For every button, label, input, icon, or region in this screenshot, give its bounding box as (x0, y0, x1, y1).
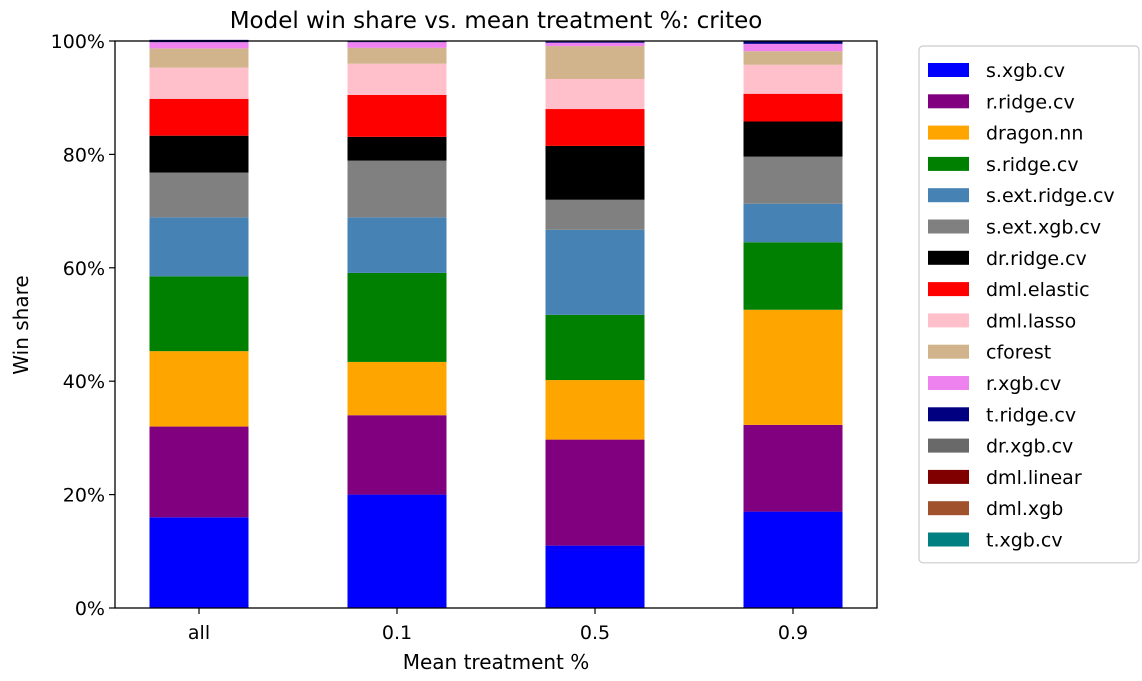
legend-label: cforest (986, 342, 1051, 364)
bar-segment-s-ext-xgb-cv-0-5 (545, 199, 645, 230)
legend-swatch (928, 94, 969, 109)
bar-segment-r-ridge-cv-all (149, 426, 249, 518)
legend-label: s.ext.ridge.cv (986, 185, 1115, 207)
legend-label: dml.xgb (986, 498, 1063, 520)
bar-segment-r-ridge-cv-0-5 (545, 439, 645, 546)
bar-segment-r-xgb-cv-0-1 (347, 42, 447, 48)
bar-segment-dragon-nn-0-1 (347, 361, 447, 416)
bar-segment-s-ext-ridge-cv-0-5 (545, 229, 645, 315)
bar-segment-dml-elastic-all (149, 98, 249, 136)
legend-label: t.ridge.cv (986, 404, 1076, 426)
legend-swatch (928, 188, 969, 203)
x-axis-label: Mean treatment % (403, 650, 590, 674)
bar-segment-r-xgb-cv-0-5 (545, 42, 645, 47)
bar-segment-r-ridge-cv-0-9 (743, 424, 843, 512)
legend-swatch (928, 469, 969, 484)
bar-segment-dml-lasso-all (149, 67, 249, 99)
bar-segment-dr-ridge-cv-all (149, 135, 249, 173)
bar-segment-dragon-nn-0-9 (743, 309, 843, 425)
y-axis-label: Win share (9, 275, 33, 374)
bar-segment-s-ext-ridge-cv-0-9 (743, 203, 843, 243)
bar-segment-s-ext-ridge-cv-all (149, 217, 249, 277)
bar-segment-dml-elastic-0-9 (743, 93, 843, 122)
x-tick-label: all (188, 622, 210, 644)
bar-segment-dml-lasso-0-5 (545, 78, 645, 110)
legend-swatch (928, 63, 969, 77)
y-tick-label: 60% (63, 258, 105, 280)
y-tick-label: 100% (51, 31, 105, 53)
legend-swatch (928, 376, 969, 390)
legend-swatch (928, 282, 969, 297)
legend-label: dr.xgb.cv (986, 436, 1073, 458)
bar-segment-dml-elastic-0-5 (545, 109, 645, 146)
legend-label: s.xgb.cv (986, 60, 1065, 82)
chart-title: Model win share vs. mean treatment %: cr… (230, 8, 763, 34)
bar-segment-s-xgb-cv-0-1 (347, 494, 447, 608)
legend-swatch (928, 532, 969, 547)
legend-label: dr.ridge.cv (986, 248, 1087, 270)
bar-segment-s-ridge-cv-0-1 (347, 272, 447, 362)
legend-swatch (928, 125, 969, 140)
bar-segment-s-ext-xgb-cv-0-9 (743, 156, 843, 204)
legend-swatch (928, 219, 969, 234)
legend-swatch (928, 438, 969, 453)
bars-layer (149, 39, 843, 608)
bar-segment-s-ridge-cv-0-5 (545, 314, 645, 381)
legend-label: dml.elastic (986, 279, 1090, 301)
bar-segment-cforest-0-9 (743, 51, 843, 65)
bar-segment-t-ridge-cv-0-5 (545, 41, 645, 43)
legend-label: dml.linear (986, 467, 1082, 489)
bar-segment-r-xgb-cv-all (149, 42, 249, 49)
bar-segment-r-ridge-cv-0-1 (347, 415, 447, 495)
x-tick-label: 0.1 (382, 622, 412, 644)
y-tick-label: 80% (63, 144, 105, 166)
bar-segment-s-ridge-cv-all (149, 276, 249, 352)
y-tick-label: 40% (63, 371, 105, 393)
x-tick-label: 0.9 (778, 622, 808, 644)
bar-segment-s-ridge-cv-0-9 (743, 242, 843, 310)
x-tick-label: 0.5 (580, 622, 610, 644)
axes-layer: 0% 20% 40% 60% 80% 100% all 0.1 0.5 0.9 (51, 31, 878, 644)
legend-label: s.ridge.cv (986, 154, 1079, 176)
legend-swatch (928, 344, 969, 359)
bar-segment-dr-ridge-cv-0-5 (545, 145, 645, 200)
bar-segment-dml-lasso-0-1 (347, 63, 447, 95)
legend-label: r.ridge.cv (986, 91, 1075, 113)
bar-segment-dml-elastic-0-1 (347, 94, 447, 137)
legend-label: dragon.nn (986, 123, 1083, 145)
legend-swatch (928, 501, 969, 516)
bar-segment-t-ridge-cv-0-1 (347, 41, 447, 43)
y-tick-label: 20% (63, 485, 105, 507)
bar-segment-dr-ridge-cv-0-1 (347, 136, 447, 161)
legend: s.xgb.cv r.ridge.cv dragon.nn s.ridge.cv s.e… (918, 45, 1140, 564)
bar-segment-cforest-0-1 (347, 47, 447, 64)
bar-segment-dragon-nn-0-5 (545, 380, 645, 440)
y-tick-label: 0% (75, 598, 105, 620)
legend-frame (918, 45, 1140, 564)
bar-segment-r-xgb-cv-0-9 (743, 43, 843, 52)
legend-label: t.xgb.cv (986, 530, 1063, 552)
legend-swatch (928, 250, 969, 265)
legend-label: s.ext.xgb.cv (986, 217, 1101, 239)
plot-frame (114, 40, 878, 609)
bar-segment-s-ext-xgb-cv-0-1 (347, 160, 447, 218)
bar-segment-s-ext-ridge-cv-0-1 (347, 217, 447, 273)
legend-label: r.xgb.cv (986, 373, 1061, 395)
bar-segment-t-ridge-cv-0-9 (743, 41, 843, 44)
legend-swatch (928, 156, 969, 171)
bar-segment-s-xgb-cv-0-9 (743, 511, 843, 608)
legend-label: dml.lasso (986, 310, 1076, 332)
bar-segment-dml-lasso-0-9 (743, 64, 843, 94)
bar-segment-s-xgb-cv-0-5 (545, 545, 645, 608)
legend-swatch (928, 313, 969, 328)
bar-segment-dr-ridge-cv-0-9 (743, 121, 843, 157)
bar-segment-dragon-nn-all (149, 351, 249, 427)
bar-segment-cforest-all (149, 48, 249, 68)
bar-segment-s-xgb-cv-all (149, 517, 249, 608)
bar-segment-cforest-0-5 (545, 46, 645, 79)
bar-segment-s-ext-xgb-cv-all (149, 172, 249, 218)
legend-swatch (928, 407, 969, 422)
